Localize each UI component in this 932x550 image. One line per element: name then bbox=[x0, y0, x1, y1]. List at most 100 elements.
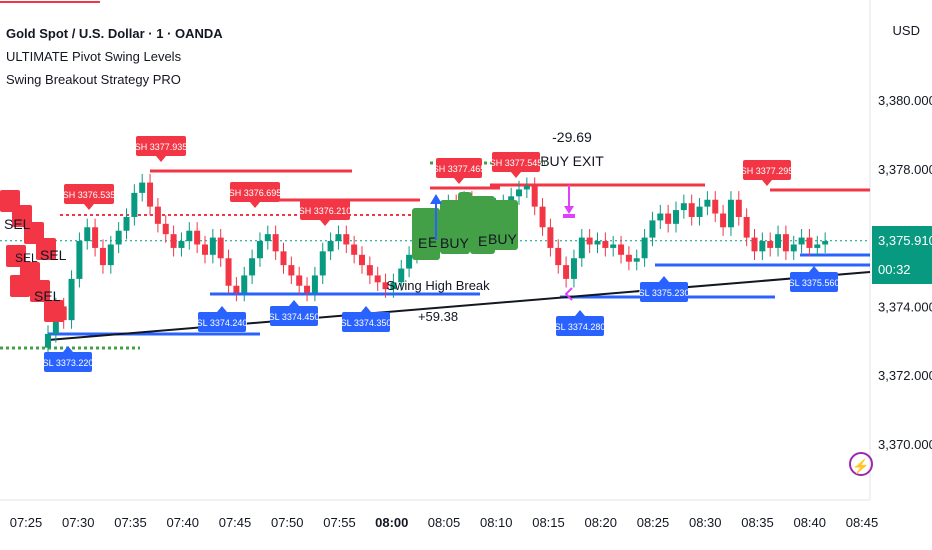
bullish-candle[interactable] bbox=[704, 199, 711, 207]
swing-low-label-box[interactable] bbox=[198, 312, 246, 332]
swing-high-label-box[interactable] bbox=[436, 158, 482, 178]
bullish-candle[interactable] bbox=[657, 213, 664, 221]
bearish-candle[interactable] bbox=[202, 244, 208, 255]
bullish-candle[interactable] bbox=[814, 244, 821, 248]
bullish-candle[interactable] bbox=[673, 210, 679, 224]
bearish-candle[interactable] bbox=[154, 206, 161, 224]
swing-low-label-box[interactable] bbox=[790, 272, 838, 292]
bullish-candle[interactable] bbox=[186, 230, 193, 242]
bullish-candle[interactable] bbox=[327, 241, 334, 252]
swing-low-label-box[interactable] bbox=[342, 312, 390, 332]
bearish-candle[interactable] bbox=[547, 227, 554, 248]
bullish-candle[interactable] bbox=[335, 234, 342, 242]
bullish-candle[interactable] bbox=[256, 241, 263, 259]
bullish-candle[interactable] bbox=[311, 275, 318, 293]
swing-high-label-box[interactable] bbox=[64, 184, 114, 204]
bearish-candle[interactable] bbox=[194, 230, 201, 245]
bullish-candle[interactable] bbox=[578, 237, 585, 259]
bullish-candle[interactable] bbox=[131, 192, 138, 217]
ascending-trendline[interactable] bbox=[47, 271, 871, 341]
indicator-swing-breakout-strategy[interactable]: Swing Breakout Strategy PRO bbox=[6, 72, 181, 87]
swing-high-label-box[interactable] bbox=[230, 182, 280, 202]
bearish-candle[interactable] bbox=[563, 265, 570, 279]
bearish-candle[interactable] bbox=[688, 203, 695, 217]
bearish-candle[interactable] bbox=[751, 237, 758, 252]
bullish-candle[interactable] bbox=[649, 220, 656, 238]
bullish-candle[interactable] bbox=[390, 282, 397, 290]
bearish-candle[interactable] bbox=[735, 199, 742, 217]
bullish-candle[interactable] bbox=[209, 237, 216, 255]
bearish-candle[interactable] bbox=[712, 199, 719, 214]
bearish-candle[interactable] bbox=[147, 182, 154, 207]
bullish-candle[interactable] bbox=[641, 237, 648, 259]
bullish-candle[interactable] bbox=[178, 241, 185, 248]
bearish-candle[interactable] bbox=[743, 216, 750, 238]
bearish-candle[interactable] bbox=[162, 223, 169, 235]
bearish-candle[interactable] bbox=[99, 247, 106, 266]
bearish-candle[interactable] bbox=[374, 275, 381, 283]
bullish-candle[interactable] bbox=[633, 258, 640, 262]
bullish-candle[interactable] bbox=[249, 258, 256, 276]
bearish-candle[interactable] bbox=[359, 254, 365, 266]
bearish-candle[interactable] bbox=[382, 282, 389, 290]
bullish-candle[interactable] bbox=[45, 333, 51, 348]
bullish-candle[interactable] bbox=[523, 186, 530, 190]
bearish-candle[interactable] bbox=[233, 285, 240, 293]
bearish-candle[interactable] bbox=[296, 275, 303, 286]
bullish-candle[interactable] bbox=[406, 254, 413, 269]
bullish-candle[interactable] bbox=[790, 244, 797, 252]
swing-low-label-box[interactable] bbox=[270, 306, 318, 326]
bearish-candle[interactable] bbox=[217, 237, 224, 259]
bullish-candle[interactable] bbox=[570, 258, 577, 279]
bearish-candle[interactable] bbox=[539, 206, 546, 228]
bearish-candle[interactable] bbox=[586, 237, 593, 245]
bullish-candle[interactable] bbox=[76, 241, 83, 279]
bearish-candle[interactable] bbox=[618, 244, 625, 255]
bullish-candle[interactable] bbox=[822, 241, 829, 245]
bullish-candle[interactable] bbox=[139, 182, 146, 193]
bearish-candle[interactable] bbox=[304, 285, 311, 293]
bearish-candle[interactable] bbox=[366, 265, 373, 276]
bearish-candle[interactable] bbox=[170, 234, 177, 248]
bearish-candle[interactable] bbox=[343, 234, 350, 245]
bullish-candle[interactable] bbox=[319, 251, 326, 276]
swing-low-label-box[interactable] bbox=[556, 316, 604, 336]
symbol-title[interactable]: Gold Spot / U.S. Dollar · 1 · OANDA bbox=[6, 26, 223, 41]
bullish-candle[interactable] bbox=[680, 203, 687, 211]
bearish-candle[interactable] bbox=[555, 247, 562, 266]
lightning-bolt-icon[interactable]: ⚡ bbox=[849, 452, 873, 476]
bullish-candle[interactable] bbox=[107, 244, 114, 266]
bullish-candle[interactable] bbox=[68, 278, 75, 321]
bullish-candle[interactable] bbox=[115, 230, 122, 245]
swing-high-label-box[interactable] bbox=[743, 160, 791, 180]
bearish-candle[interactable] bbox=[531, 186, 538, 207]
bearish-candle[interactable] bbox=[720, 213, 727, 228]
bullish-candle[interactable] bbox=[123, 216, 130, 231]
bullish-candle[interactable] bbox=[594, 241, 601, 245]
bullish-candle[interactable] bbox=[398, 268, 405, 283]
swing-low-label-box[interactable] bbox=[640, 282, 688, 302]
bearish-candle[interactable] bbox=[665, 213, 672, 224]
indicator-pivot-swing-levels[interactable]: ULTIMATE Pivot Swing Levels bbox=[6, 49, 182, 64]
bullish-candle[interactable] bbox=[516, 189, 522, 197]
bullish-candle[interactable] bbox=[84, 227, 91, 242]
bullish-candle[interactable] bbox=[798, 237, 805, 245]
bearish-candle[interactable] bbox=[225, 258, 232, 286]
bullish-candle[interactable] bbox=[264, 234, 271, 242]
bullish-candle[interactable] bbox=[775, 234, 782, 248]
bearish-candle[interactable] bbox=[280, 251, 287, 266]
bullish-candle[interactable] bbox=[508, 196, 515, 204]
bearish-candle[interactable] bbox=[272, 234, 279, 252]
bearish-candle[interactable] bbox=[625, 254, 632, 262]
bullish-candle[interactable] bbox=[727, 199, 734, 228]
bearish-candle[interactable] bbox=[92, 227, 99, 248]
bullish-candle[interactable] bbox=[759, 241, 766, 252]
bearish-candle[interactable] bbox=[782, 234, 789, 252]
bearish-candle[interactable] bbox=[351, 244, 358, 255]
swing-high-label-box[interactable] bbox=[492, 152, 540, 172]
bearish-candle[interactable] bbox=[602, 241, 609, 248]
bearish-candle[interactable] bbox=[288, 265, 295, 276]
bearish-candle[interactable] bbox=[767, 241, 774, 248]
swing-high-label-box[interactable] bbox=[136, 136, 186, 156]
